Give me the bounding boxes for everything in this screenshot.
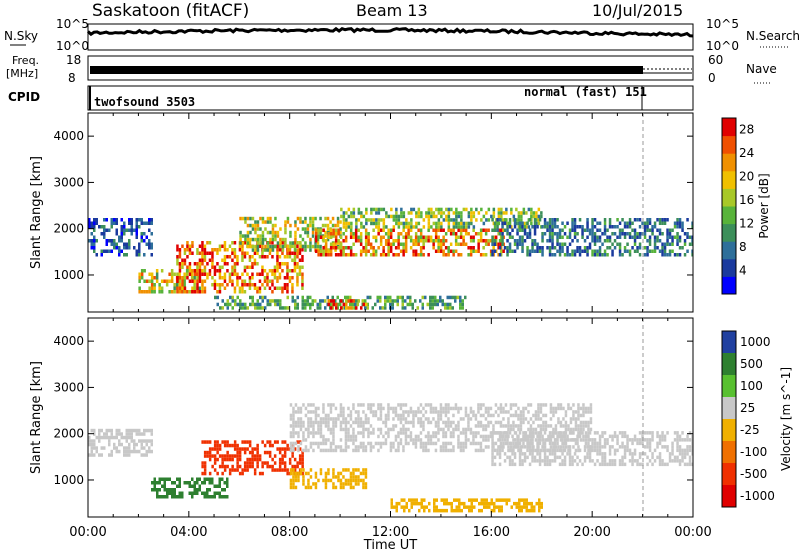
velocity-colorbar-tick: -100: [740, 445, 767, 459]
nsky-label: N.Sky: [4, 29, 38, 43]
velocity-colorbar-label: Velocity [m s^-1]: [779, 367, 793, 471]
x-tick-label: 00:00: [69, 525, 106, 540]
cpid-mode-1: twofsound 3503: [94, 95, 195, 109]
echo-region: [491, 431, 693, 467]
time-axis: 00:00 04:00 08:00 12:00 16:00 20:00 00:00: [69, 525, 711, 540]
x-tick-label: 12:00: [372, 525, 409, 540]
nave-tick-bottom: 0: [708, 71, 716, 85]
x-tick-label: 04:00: [170, 525, 207, 540]
velocity-colorbar-tick: 100: [740, 379, 763, 393]
y-tick-label: 3000: [53, 175, 84, 189]
echo-region: [88, 428, 153, 457]
power-colorbar-tick: 20: [739, 170, 754, 184]
beam-label: Beam 13: [356, 1, 428, 20]
x-tick-label: 08:00: [271, 525, 308, 540]
nsky-tick-top: 10^5: [56, 17, 89, 31]
freq-strip: Freq. [MHz] 18 8 60 0 Nave: [6, 53, 777, 85]
freq-tick-bottom: 8: [68, 71, 76, 85]
y-tick-label: 4000: [53, 129, 84, 143]
date-label: 10/Jul/2015: [592, 1, 683, 20]
freq-label: Freq.: [12, 54, 39, 67]
power-colorbar-label: Power [dB]: [757, 173, 771, 238]
freq-unit: [MHz]: [6, 67, 38, 80]
echo-region: [289, 468, 368, 490]
x-tick-label: 00:00: [674, 525, 711, 540]
nave-tick-top: 60: [708, 53, 723, 67]
cpid-mode-2: normal (fast) 151: [524, 85, 647, 99]
echo-region: [327, 299, 368, 310]
y-axis-title: Slant Range [km]: [29, 361, 44, 474]
power-colorbar: 4 8 12 16 20 24 28 Power [dB]: [721, 117, 771, 295]
echo-region: [88, 218, 153, 257]
velocity-colorbar-tick: -500: [740, 467, 767, 481]
y-tick-label: 2000: [53, 427, 84, 441]
nave-label: Nave: [746, 62, 777, 76]
cpid-strip: CPID twofsound 3503 normal (fast) 151: [8, 85, 694, 111]
echo-region: [390, 498, 543, 513]
y-tick-label: 3000: [53, 380, 84, 394]
y-tick-label: 1000: [53, 473, 84, 487]
echo-region: [491, 218, 693, 257]
power-colorbar-tick: 4: [739, 264, 747, 278]
velocity-colorbar-tick: 1000: [740, 335, 771, 349]
y-tick-label: 2000: [53, 222, 84, 236]
velocity-colorbar: 1000 500 100 25 -25 -100 -500 -1000 Velocity [m …: [721, 330, 793, 508]
x-axis-title: Time UT: [363, 538, 417, 553]
y-axis-title: Slant Range [km]: [29, 156, 44, 269]
power-panel: 1000 2000 3000 4000 Slant Range [km]: [29, 112, 694, 313]
nsky-tick-bottom: 10^0: [56, 39, 89, 53]
cpid-label: CPID: [8, 90, 40, 104]
echo-region: [201, 440, 304, 476]
echo-region: [151, 477, 229, 499]
velocity-colorbar-tick: 500: [740, 357, 763, 371]
y-tick-label: 4000: [53, 334, 84, 348]
nsearch-tick-top: 10^5: [706, 17, 739, 31]
nsearch-tick-bottom: 10^0: [706, 39, 739, 53]
velocity-colorbar-tick: 25: [740, 401, 755, 415]
freq-tick-top: 18: [66, 53, 81, 67]
freq-bar: [90, 66, 643, 74]
power-colorbar-tick: 16: [739, 193, 754, 207]
power-colorbar-tick: 12: [739, 217, 754, 231]
x-tick-label: 20:00: [573, 525, 610, 540]
velocity-colorbar-tick: -1000: [740, 489, 775, 503]
x-tick-label: 16:00: [473, 525, 510, 540]
nsearch-label: N.Search: [746, 29, 800, 43]
echo-region: [314, 228, 505, 257]
velocity-colorbar-tick: -25: [740, 423, 760, 437]
nsky-strip: N.Sky 10^5 10^0 10^5 10^0 N.Search: [4, 17, 800, 53]
power-colorbar-tick: 24: [739, 146, 754, 160]
echo-region: [289, 403, 593, 453]
station-title: Saskatoon (fitACF): [92, 1, 249, 21]
y-tick-label: 1000: [53, 268, 84, 282]
echo-region: [340, 207, 543, 229]
velocity-panel: 1000 2000 3000 4000 Slant Range [km]: [29, 317, 694, 518]
nsky-trace: [86, 26, 694, 38]
power-colorbar-tick: 8: [739, 240, 747, 254]
power-colorbar-tick: 28: [739, 123, 754, 137]
